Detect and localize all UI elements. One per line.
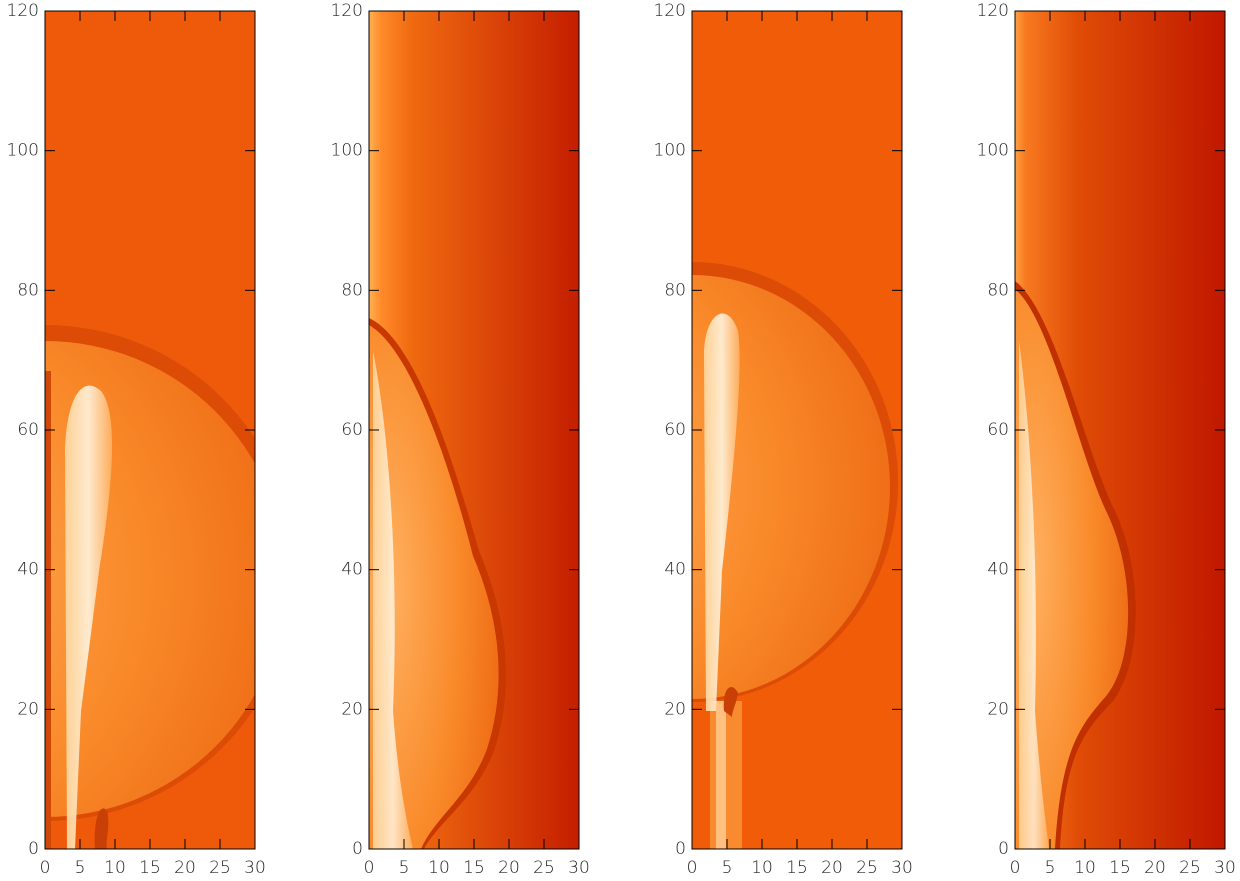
x-tick-label: 10 xyxy=(104,858,126,878)
x-tick-label: 0 xyxy=(1010,858,1021,878)
y-tick-label: 0 xyxy=(352,839,363,859)
image-panel xyxy=(1015,11,1225,849)
x-tick-label: 5 xyxy=(722,858,733,878)
x-tick-label: 0 xyxy=(364,858,375,878)
image-panel xyxy=(692,11,902,849)
y-tick-label: 120 xyxy=(7,1,39,21)
x-tick-label: 10 xyxy=(428,858,450,878)
x-tick-label: 30 xyxy=(891,858,913,878)
y-tick-label: 120 xyxy=(331,1,363,21)
y-tick-label: 60 xyxy=(341,420,363,440)
y-tick-label: 100 xyxy=(7,141,39,161)
x-tick-label: 0 xyxy=(40,858,51,878)
y-tick-label: 60 xyxy=(987,420,1009,440)
x-tick-label: 20 xyxy=(1144,858,1166,878)
x-tick-label: 5 xyxy=(75,858,86,878)
x-tick-label: 5 xyxy=(1045,858,1056,878)
x-tick-label: 20 xyxy=(498,858,520,878)
y-tick-label: 40 xyxy=(987,560,1009,580)
y-tick-label: 20 xyxy=(664,699,686,719)
x-tick-label: 30 xyxy=(244,858,266,878)
y-tick-label: 80 xyxy=(664,280,686,300)
y-tick-label: 100 xyxy=(331,141,363,161)
x-tick-label: 25 xyxy=(1179,858,1201,878)
x-tick-label: 15 xyxy=(786,858,808,878)
y-tick-label: 40 xyxy=(341,560,363,580)
y-tick-label: 80 xyxy=(17,280,39,300)
y-tick-label: 40 xyxy=(17,560,39,580)
x-tick-label: 5 xyxy=(399,858,410,878)
x-tick-label: 20 xyxy=(821,858,843,878)
y-tick-label: 80 xyxy=(987,280,1009,300)
y-tick-label: 40 xyxy=(664,560,686,580)
y-tick-label: 120 xyxy=(977,1,1009,21)
x-tick-label: 25 xyxy=(856,858,878,878)
x-tick-label: 15 xyxy=(139,858,161,878)
x-tick-label: 25 xyxy=(209,858,231,878)
y-tick-label: 20 xyxy=(987,699,1009,719)
x-tick-label: 20 xyxy=(174,858,196,878)
x-tick-label: 30 xyxy=(1214,858,1236,878)
y-tick-label: 0 xyxy=(998,839,1009,859)
y-tick-label: 80 xyxy=(341,280,363,300)
x-tick-label: 10 xyxy=(751,858,773,878)
y-tick-label: 20 xyxy=(17,699,39,719)
y-tick-label: 60 xyxy=(17,420,39,440)
x-tick-label: 30 xyxy=(568,858,590,878)
y-tick-label: 20 xyxy=(341,699,363,719)
image-panel xyxy=(45,11,255,849)
y-tick-label: 60 xyxy=(664,420,686,440)
y-tick-label: 100 xyxy=(977,141,1009,161)
x-tick-label: 15 xyxy=(1109,858,1131,878)
x-tick-label: 0 xyxy=(687,858,698,878)
y-tick-label: 120 xyxy=(654,1,686,21)
x-tick-label: 10 xyxy=(1074,858,1096,878)
x-tick-label: 25 xyxy=(533,858,555,878)
y-tick-label: 0 xyxy=(28,839,39,859)
y-tick-label: 0 xyxy=(675,839,686,859)
y-tick-label: 100 xyxy=(654,141,686,161)
image-panel xyxy=(369,11,579,849)
x-tick-label: 15 xyxy=(463,858,485,878)
